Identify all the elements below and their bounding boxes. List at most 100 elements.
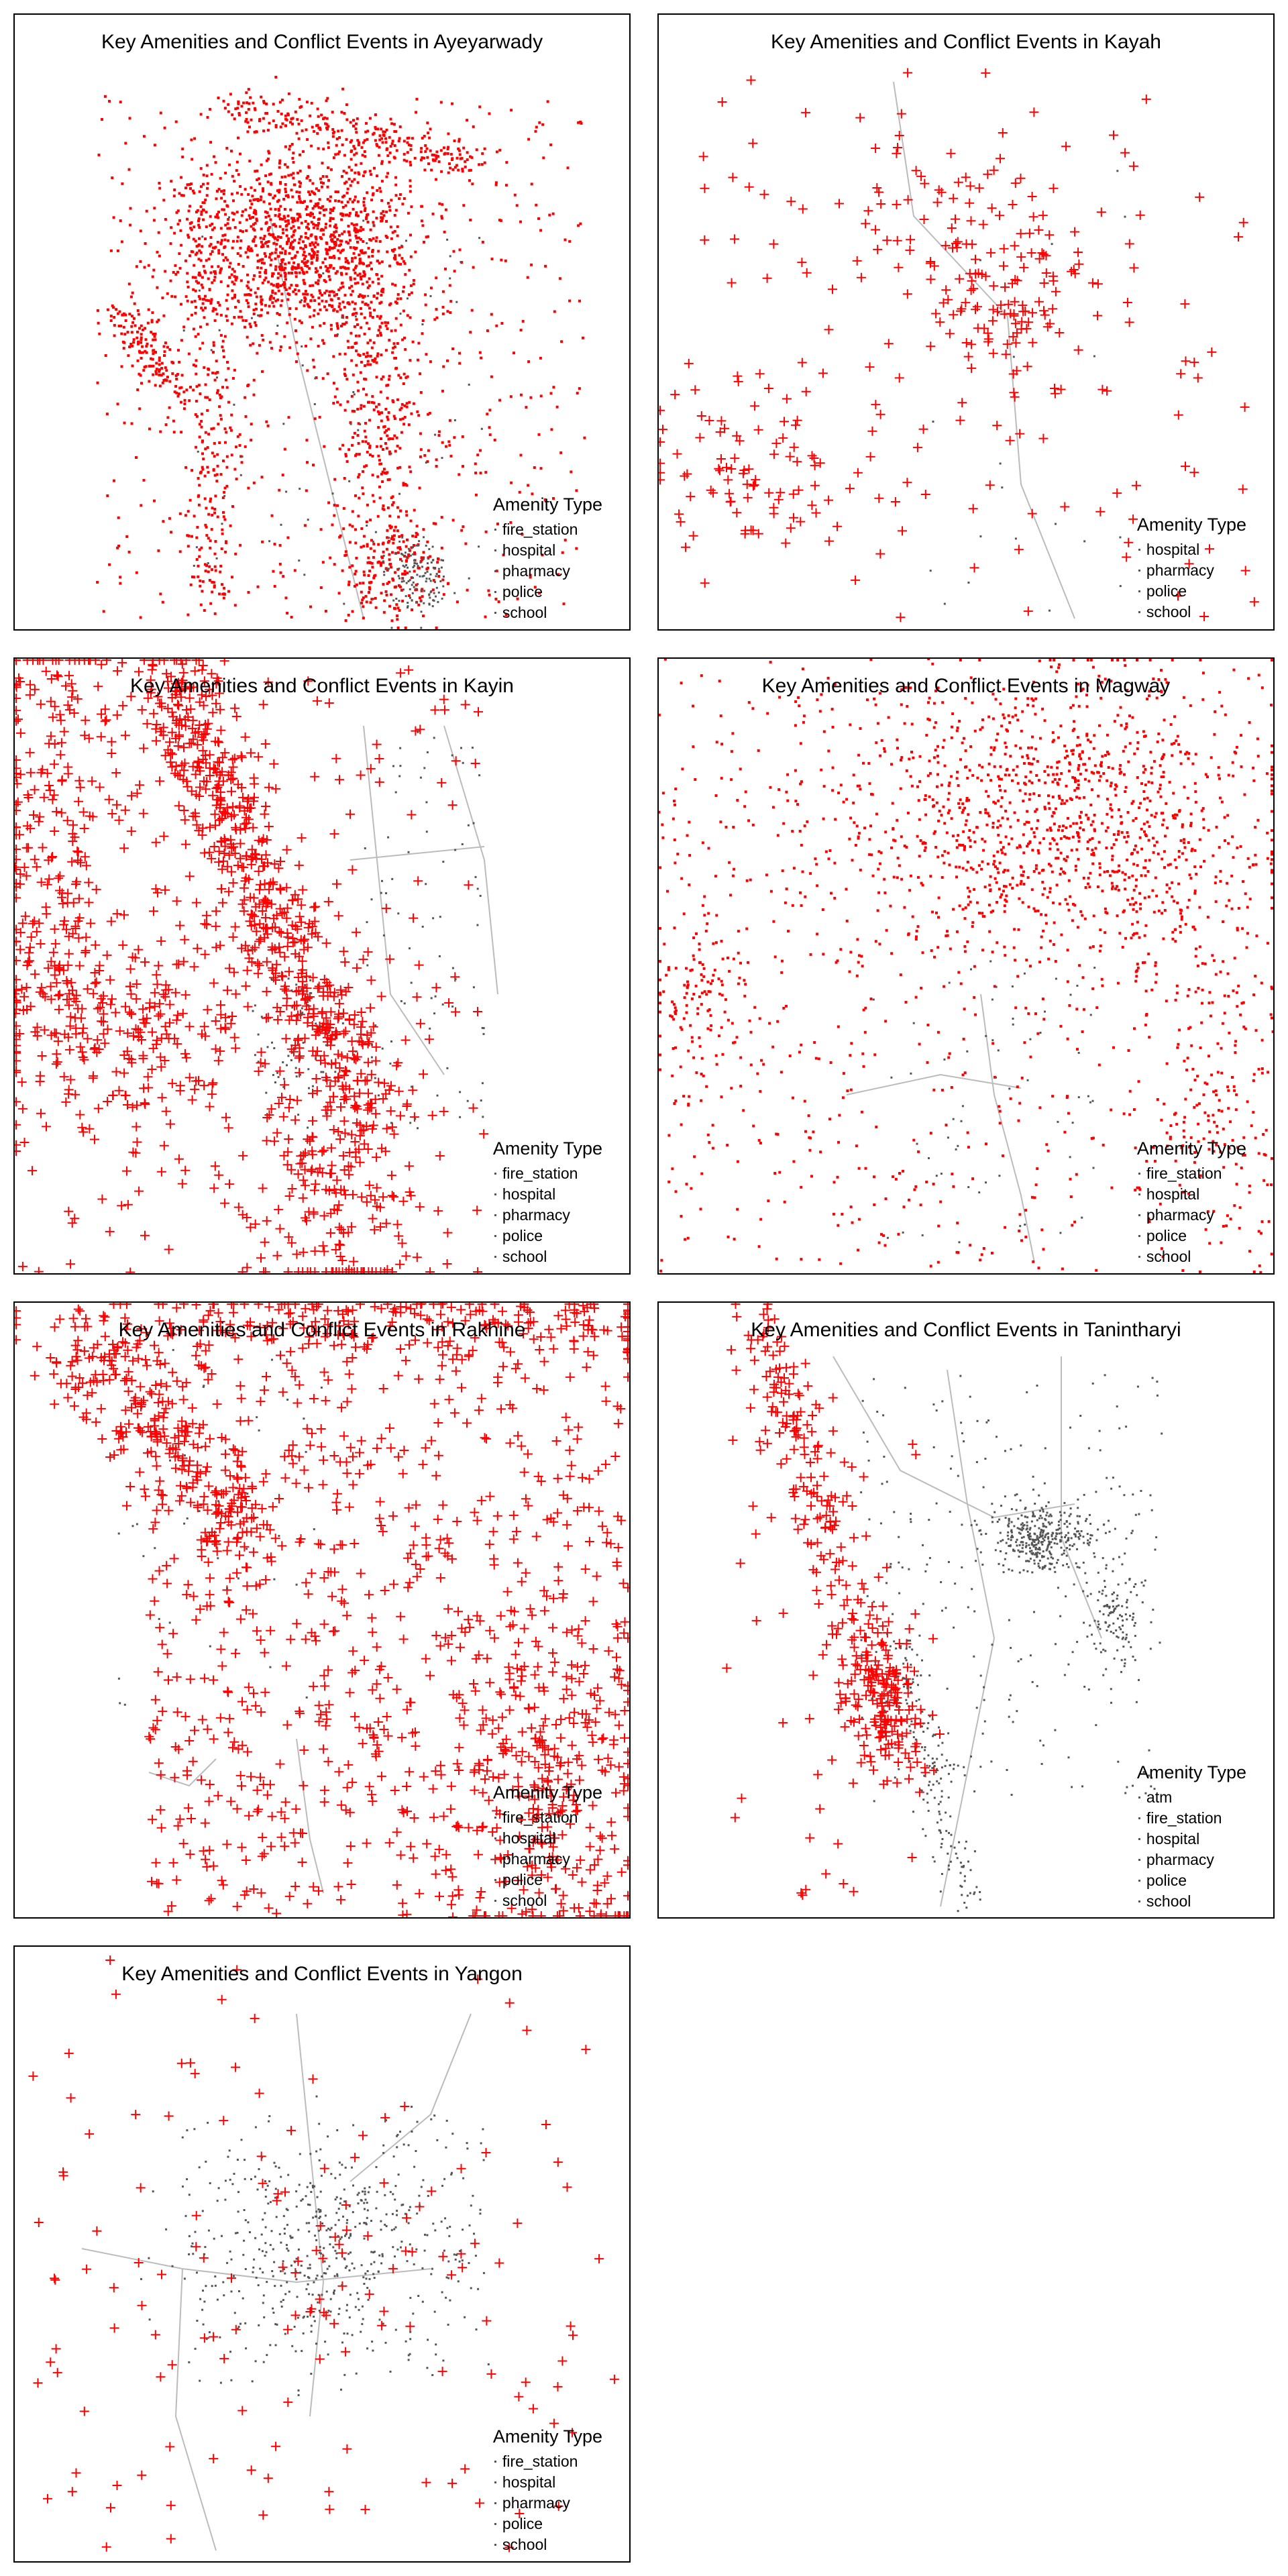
conflict-point: [317, 126, 321, 129]
conflict-point: [219, 280, 223, 284]
conflict-point: [759, 189, 769, 199]
conflict-point: [1120, 148, 1130, 158]
conflict-point: [380, 212, 383, 215]
conflict-point: [345, 213, 348, 217]
conflict-point: [32, 1022, 42, 1032]
conflict-point: [213, 565, 217, 568]
conflict-point: [321, 185, 323, 189]
conflict-point: [318, 211, 321, 215]
conflict-point: [126, 989, 136, 999]
conflict-point: [46, 696, 56, 706]
conflict-point: [348, 566, 352, 569]
conflict-point: [291, 247, 294, 250]
conflict-point: [144, 350, 147, 353]
conflict-point: [260, 266, 263, 270]
conflict-point: [437, 557, 440, 561]
conflict-point: [112, 216, 115, 219]
conflict-point: [419, 150, 423, 154]
conflict-point: [268, 232, 271, 235]
conflict-point: [131, 1122, 142, 1132]
conflict-point: [38, 843, 48, 853]
conflict-point: [494, 181, 498, 184]
conflict-point: [178, 676, 188, 686]
conflict-point: [290, 937, 300, 947]
conflict-point: [150, 364, 153, 368]
conflict-point: [358, 1016, 368, 1026]
conflict-point: [358, 258, 362, 261]
conflict-point: [386, 250, 389, 254]
conflict-point: [213, 441, 216, 445]
conflict-point: [344, 260, 347, 264]
road-line: [363, 725, 445, 1075]
amenity-point: [374, 531, 377, 533]
conflict-point: [179, 743, 189, 753]
conflict-point: [218, 405, 221, 409]
conflict-point: [323, 897, 333, 907]
conflict-point: [1238, 484, 1248, 494]
conflict-point: [111, 176, 114, 180]
conflict-point: [291, 218, 294, 221]
conflict-point: [237, 315, 241, 319]
conflict-point: [527, 360, 531, 364]
conflict-point: [131, 321, 135, 324]
conflict-point: [209, 224, 212, 227]
conflict-point: [49, 759, 59, 769]
conflict-point: [270, 258, 273, 262]
conflict-point: [347, 448, 351, 451]
conflict-point: [955, 415, 965, 425]
conflict-point: [216, 189, 219, 193]
conflict-point: [294, 292, 298, 296]
conflict-point: [373, 549, 376, 553]
conflict-point: [136, 330, 139, 333]
conflict-point: [242, 101, 246, 105]
amenity-point: [1051, 243, 1053, 246]
conflict-point: [239, 543, 242, 547]
conflict-point: [278, 266, 281, 268]
amenity-point: [198, 289, 201, 292]
conflict-point: [407, 553, 411, 556]
conflict-point: [222, 259, 225, 262]
conflict-point: [201, 784, 211, 794]
amenity-point: [390, 627, 393, 629]
conflict-point: [294, 110, 297, 113]
conflict-point: [227, 786, 236, 796]
conflict-point: [380, 127, 383, 131]
conflict-point: [198, 237, 201, 240]
conflict-point: [178, 386, 182, 390]
conflict-point: [329, 168, 333, 171]
legend-title: Amenity Type: [492, 494, 602, 515]
conflict-point: [245, 117, 248, 121]
conflict-point: [103, 1024, 113, 1034]
conflict-point: [1249, 597, 1259, 607]
conflict-point: [61, 1097, 71, 1107]
conflict-point: [311, 295, 315, 299]
conflict-point: [370, 539, 373, 542]
conflict-point: [64, 1089, 74, 1099]
conflict-point: [239, 455, 243, 458]
conflict-point: [317, 206, 321, 209]
conflict-point: [191, 812, 201, 822]
conflict-point: [107, 994, 117, 1004]
conflict-point: [15, 1097, 21, 1107]
conflict-point: [349, 421, 352, 424]
conflict-point: [148, 1043, 158, 1053]
conflict-point: [352, 223, 356, 227]
conflict-point: [209, 497, 213, 500]
conflict-point: [305, 261, 308, 264]
conflict-point: [158, 363, 161, 366]
conflict-point: [231, 505, 234, 508]
conflict-point: [139, 616, 142, 619]
conflict-point: [383, 599, 386, 602]
conflict-point: [387, 1191, 397, 1201]
conflict-point: [391, 399, 394, 402]
conflict-point: [132, 338, 136, 341]
conflict-point: [229, 429, 233, 432]
conflict-point: [202, 173, 205, 176]
conflict-point: [178, 550, 182, 553]
conflict-point: [56, 738, 66, 748]
amenity-point: [322, 272, 325, 274]
conflict-point: [422, 614, 425, 618]
conflict-point: [191, 158, 194, 161]
conflict-point: [179, 806, 189, 815]
conflict-point: [212, 343, 215, 347]
